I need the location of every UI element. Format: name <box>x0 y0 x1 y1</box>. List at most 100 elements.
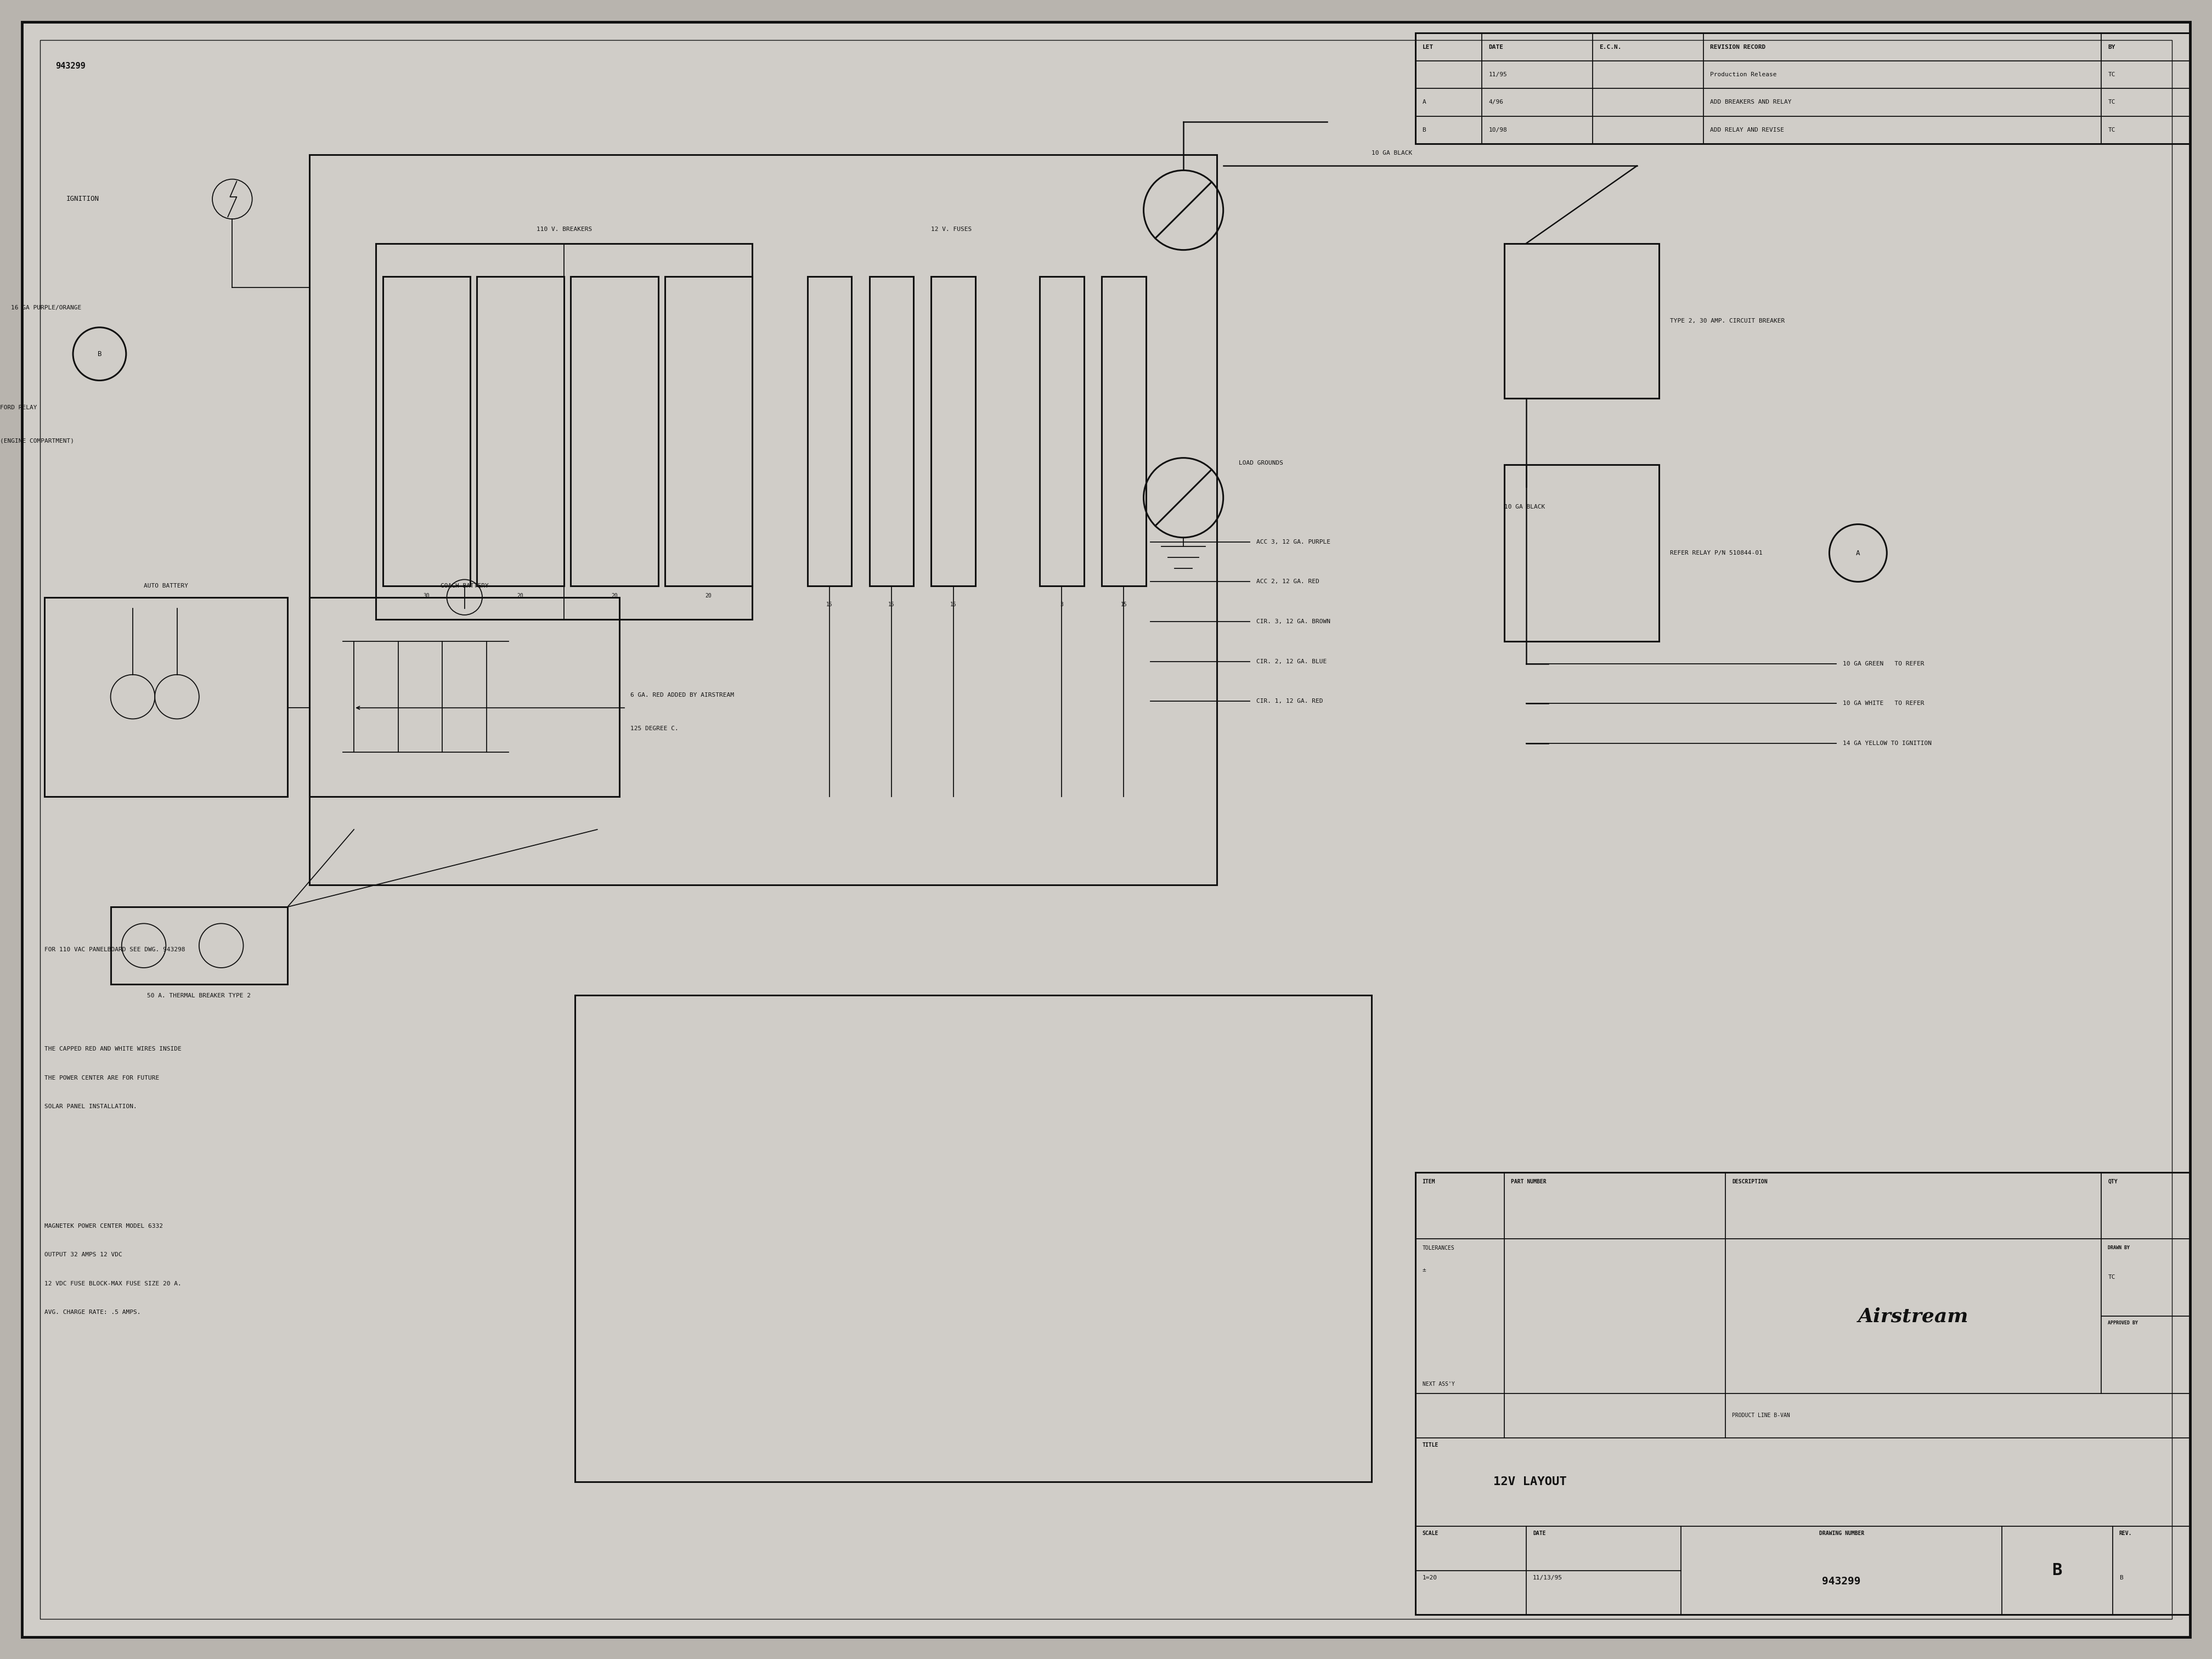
Text: THE POWER CENTER ARE FOR FUTURE: THE POWER CENTER ARE FOR FUTURE <box>44 1075 159 1080</box>
Text: 50 A. THERMAL BREAKER TYPE 2: 50 A. THERMAL BREAKER TYPE 2 <box>148 994 250 999</box>
Text: 16 GA PURPLE/ORANGE: 16 GA PURPLE/ORANGE <box>11 305 82 310</box>
Bar <box>664 277 752 586</box>
Text: 10 GA WHITE   TO REFER: 10 GA WHITE TO REFER <box>1843 700 1924 707</box>
Text: 15: 15 <box>889 602 894 607</box>
Text: 3: 3 <box>1060 602 1064 607</box>
Text: A: A <box>1856 549 1860 556</box>
Text: 4/96: 4/96 <box>1489 100 1504 105</box>
Text: 125 DEGREE C.: 125 DEGREE C. <box>630 725 679 732</box>
Text: REFER RELAY P/N 510844-01: REFER RELAY P/N 510844-01 <box>1670 551 1763 556</box>
Text: Production Release: Production Release <box>1710 71 1776 78</box>
Bar <box>111 907 288 984</box>
Text: THE CAPPED RED AND WHITE WIRES INSIDE: THE CAPPED RED AND WHITE WIRES INSIDE <box>44 1047 181 1052</box>
Text: (ENGINE COMPARTMENT): (ENGINE COMPARTMENT) <box>0 438 73 443</box>
Text: 11/13/95: 11/13/95 <box>1533 1574 1562 1581</box>
Text: ADD BREAKERS AND RELAY: ADD BREAKERS AND RELAY <box>1710 100 1792 105</box>
Bar <box>807 277 852 586</box>
Text: 20: 20 <box>706 592 712 599</box>
Text: 12 VDC FUSE BLOCK-MAX FUSE SIZE 20 A.: 12 VDC FUSE BLOCK-MAX FUSE SIZE 20 A. <box>44 1281 181 1286</box>
Text: B: B <box>1422 128 1427 133</box>
Text: 15: 15 <box>1121 602 1126 607</box>
Bar <box>869 277 914 586</box>
Text: ACC 2, 12 GA. RED: ACC 2, 12 GA. RED <box>1256 579 1318 584</box>
Text: OUTPUT 32 AMPS 12 VDC: OUTPUT 32 AMPS 12 VDC <box>44 1253 122 1258</box>
Text: TYPE 2, 30 AMP. CIRCUIT BREAKER: TYPE 2, 30 AMP. CIRCUIT BREAKER <box>1670 319 1785 324</box>
Text: TOLERANCES: TOLERANCES <box>1422 1246 1455 1251</box>
Bar <box>383 277 469 586</box>
Text: APPROVED BY: APPROVED BY <box>2108 1321 2139 1326</box>
Bar <box>44 597 288 796</box>
Text: TC: TC <box>2108 128 2115 133</box>
Text: SOLAR PANEL INSTALLATION.: SOLAR PANEL INSTALLATION. <box>44 1103 137 1110</box>
Text: COACH BATTERY: COACH BATTERY <box>440 582 489 589</box>
Text: 30: 30 <box>422 592 429 599</box>
Text: IGNITION: IGNITION <box>66 196 100 202</box>
Text: 10/98: 10/98 <box>1489 128 1506 133</box>
Text: AUTO BATTERY: AUTO BATTERY <box>144 582 188 589</box>
Text: TC: TC <box>2108 1274 2115 1281</box>
Text: TITLE: TITLE <box>1422 1442 1438 1448</box>
Text: SCALE: SCALE <box>1422 1531 1438 1536</box>
Text: B: B <box>2053 1563 2062 1578</box>
Text: 6 GA. RED ADDED BY AIRSTREAM: 6 GA. RED ADDED BY AIRSTREAM <box>630 692 734 698</box>
Text: ACC 3, 12 GA. PURPLE: ACC 3, 12 GA. PURPLE <box>1256 539 1329 544</box>
Text: REV.: REV. <box>2119 1531 2132 1536</box>
Text: 110 V. BREAKERS: 110 V. BREAKERS <box>535 227 593 232</box>
Text: B: B <box>2119 1574 2124 1581</box>
Bar <box>1504 465 1659 642</box>
Text: PRODUCT LINE B-VAN: PRODUCT LINE B-VAN <box>1732 1413 1790 1418</box>
Text: 20: 20 <box>518 592 524 599</box>
Text: PART NUMBER: PART NUMBER <box>1511 1180 1546 1185</box>
Text: DATE: DATE <box>1533 1531 1546 1536</box>
Text: 10 GA BLACK: 10 GA BLACK <box>1371 151 1411 156</box>
Text: Airstream: Airstream <box>1858 1307 1969 1326</box>
Text: REVISION RECORD: REVISION RECORD <box>1710 45 1765 50</box>
Text: ADD RELAY AND REVISE: ADD RELAY AND REVISE <box>1710 128 1783 133</box>
Text: 1=20: 1=20 <box>1422 1574 1438 1581</box>
Bar <box>1504 244 1659 398</box>
Text: NEXT ASS'Y: NEXT ASS'Y <box>1422 1382 1455 1387</box>
Text: 943299: 943299 <box>1823 1576 1860 1586</box>
Text: ±: ± <box>1422 1267 1427 1272</box>
Bar <box>310 154 1217 884</box>
Text: 10 GA GREEN   TO REFER: 10 GA GREEN TO REFER <box>1843 660 1924 667</box>
Text: 15: 15 <box>827 602 832 607</box>
Text: MAGNETEK POWER CENTER MODEL 6332: MAGNETEK POWER CENTER MODEL 6332 <box>44 1223 164 1229</box>
Text: LET: LET <box>1422 45 1433 50</box>
Bar <box>1102 277 1146 586</box>
Text: 14 GA YELLOW TO IGNITION: 14 GA YELLOW TO IGNITION <box>1843 740 1931 747</box>
Text: 943299: 943299 <box>55 61 86 70</box>
Text: QTY: QTY <box>2108 1180 2117 1185</box>
Bar <box>1040 277 1084 586</box>
Text: CIR. 3, 12 GA. BROWN: CIR. 3, 12 GA. BROWN <box>1256 619 1329 624</box>
Text: BY: BY <box>2108 45 2115 50</box>
Text: 12 V. FUSES: 12 V. FUSES <box>931 227 971 232</box>
Bar <box>376 244 752 619</box>
Bar <box>1416 33 2190 144</box>
Text: CIR. 1, 12 GA. RED: CIR. 1, 12 GA. RED <box>1256 698 1323 703</box>
Bar <box>575 995 1371 1481</box>
Text: 10 GA BLACK: 10 GA BLACK <box>1504 504 1544 509</box>
Text: TC: TC <box>2108 71 2115 78</box>
Text: 15: 15 <box>951 602 956 607</box>
Text: DESCRIPTION: DESCRIPTION <box>1732 1180 1767 1185</box>
Text: DRAWN BY: DRAWN BY <box>2108 1246 2130 1251</box>
Text: TC: TC <box>2108 100 2115 105</box>
Bar <box>571 277 659 586</box>
Bar <box>310 597 619 796</box>
Text: 20: 20 <box>611 592 617 599</box>
Text: 11/95: 11/95 <box>1489 71 1506 78</box>
Text: DATE: DATE <box>1489 45 1504 50</box>
Bar <box>1416 1173 2190 1614</box>
Text: FORD RELAY: FORD RELAY <box>0 405 38 410</box>
Bar <box>931 277 975 586</box>
Text: LOAD GROUNDS: LOAD GROUNDS <box>1239 460 1283 466</box>
Text: AVG. CHARGE RATE: .5 AMPS.: AVG. CHARGE RATE: .5 AMPS. <box>44 1309 142 1316</box>
Text: CIR. 2, 12 GA. BLUE: CIR. 2, 12 GA. BLUE <box>1256 659 1327 664</box>
Text: 12V LAYOUT: 12V LAYOUT <box>1493 1477 1566 1488</box>
Text: E.C.N.: E.C.N. <box>1599 45 1621 50</box>
Text: DRAWING NUMBER: DRAWING NUMBER <box>1818 1531 1865 1536</box>
Text: FOR 110 VAC PANELBOARD SEE DWG. 943298: FOR 110 VAC PANELBOARD SEE DWG. 943298 <box>44 947 186 952</box>
Text: B: B <box>97 350 102 357</box>
Text: ITEM: ITEM <box>1422 1180 1436 1185</box>
